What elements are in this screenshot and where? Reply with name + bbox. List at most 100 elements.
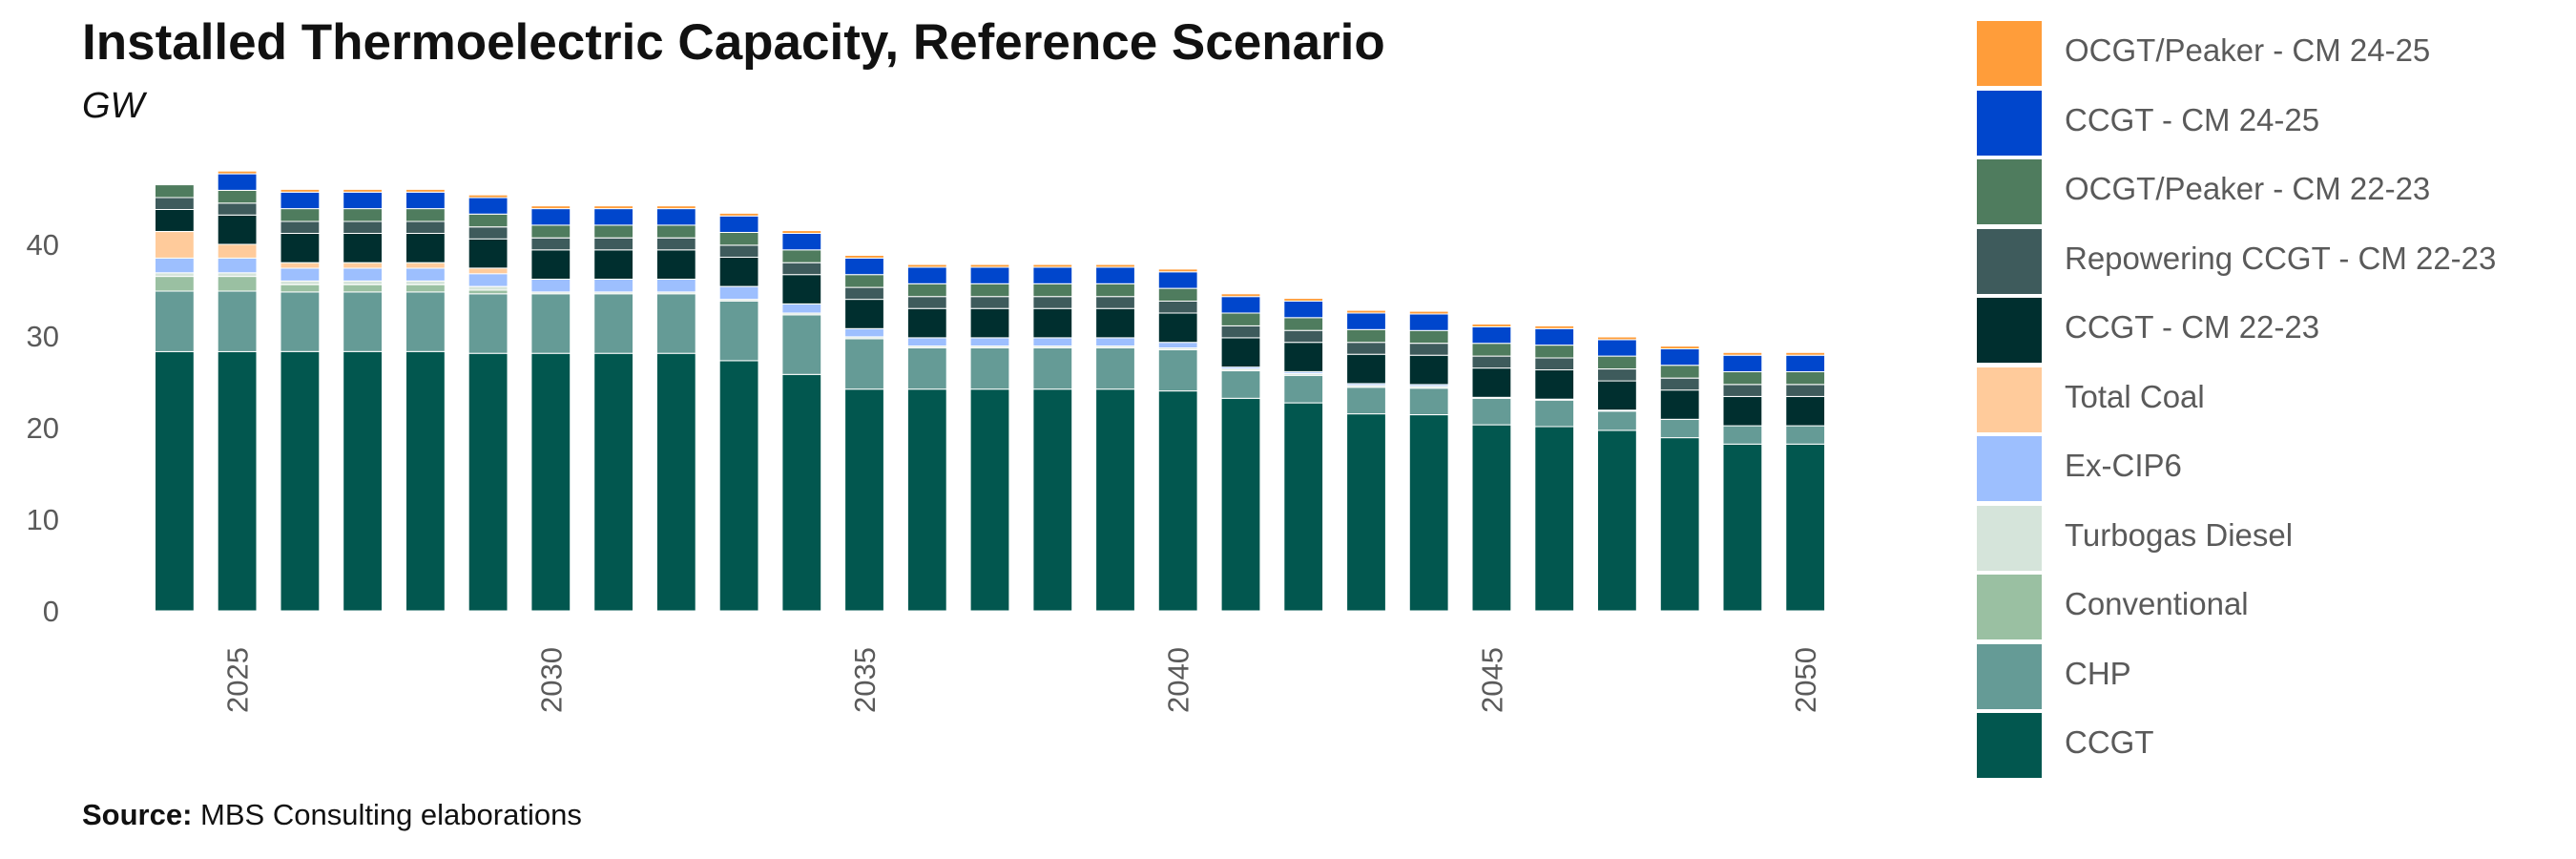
bar-segment (1157, 342, 1198, 349)
bar-segment (467, 352, 509, 612)
source-note: Source: MBS Consulting elaborations (82, 798, 582, 832)
bar-segment (718, 301, 759, 362)
bar-segment (405, 280, 446, 285)
bar-segment (1471, 397, 1512, 426)
bar-segment (1032, 283, 1073, 298)
bar-segment (1471, 343, 1512, 357)
bar-segment (343, 208, 384, 222)
bar-segment (1283, 301, 1324, 319)
y-tick-label: 30 (27, 320, 59, 353)
legend-item: Repowering CCGT - CM 22-23 (1977, 228, 2568, 294)
x-axis-ticks: 2025 2030 2035 2040 2045 2050 (221, 647, 1823, 713)
bar-segment (155, 257, 195, 274)
legend-item: Ex-CIP6 (1977, 436, 2568, 501)
bar-segment (280, 188, 321, 193)
bar-segment (1095, 266, 1135, 284)
bar-segment (1220, 293, 1261, 298)
y-tick-label: 20 (27, 411, 59, 445)
bar-segment (1722, 370, 1763, 386)
bar-segment (467, 267, 509, 275)
bar-segment (217, 170, 258, 175)
bar-segment (1032, 337, 1073, 346)
bar-segment (969, 337, 1010, 346)
bar-segment (1408, 354, 1449, 386)
bar-segment (1534, 426, 1575, 612)
bar-segment (1032, 388, 1073, 612)
bar-segment (217, 214, 258, 245)
bar-segment (530, 352, 571, 612)
bar-segment (217, 272, 258, 278)
bar-segment (906, 266, 947, 284)
bar-segment (467, 194, 509, 199)
x-tick-label: 2030 (534, 647, 568, 713)
legend-item: CCGT (1977, 713, 2568, 778)
bar-segment (1659, 437, 1700, 612)
bar-segment (844, 257, 884, 276)
chart-title: Installed Thermoelectric Capacity, Refer… (82, 14, 1385, 71)
bar-segment (467, 293, 509, 354)
bar-segment (906, 263, 947, 268)
bar-segment (1283, 374, 1324, 404)
bar-segment (1220, 370, 1261, 399)
bar-segment (1722, 443, 1763, 612)
bar-segment (1220, 337, 1261, 368)
bar-segment (718, 360, 759, 612)
bar-segment (405, 350, 446, 612)
bar-segment (467, 273, 509, 287)
legend-item: CCGT - CM 22-23 (1977, 298, 2568, 363)
bar-segment (718, 212, 759, 217)
bar-segment (1095, 296, 1135, 309)
bar-segment (1346, 342, 1386, 355)
bar-segment (1095, 347, 1135, 390)
legend-item: Conventional (1977, 575, 2568, 639)
bar-segment (1722, 351, 1763, 356)
bar-segment (1659, 346, 1700, 350)
bar-segment (1597, 368, 1637, 382)
bar-segment (1283, 342, 1324, 372)
bar-segment (969, 296, 1010, 309)
bar-segment (280, 350, 321, 612)
legend-swatch (1977, 643, 2042, 709)
bar-segment (781, 262, 822, 276)
bar-segment (655, 205, 696, 210)
bar-segment (280, 262, 321, 269)
bar-segment (1032, 266, 1073, 284)
bar-segment (280, 191, 321, 210)
bar-segment (1157, 390, 1198, 612)
bar-segment (781, 249, 822, 263)
bar-segment (655, 208, 696, 226)
bar-segment (1785, 425, 1826, 445)
bar-segment (405, 220, 446, 234)
bar-segment (343, 283, 384, 293)
bar-segment (969, 388, 1010, 612)
bar-segment (1785, 384, 1826, 397)
x-tick-label: 2040 (1162, 647, 1195, 713)
bar-segment (155, 209, 195, 232)
legend-item: OCGT/Peaker - CM 22-23 (1977, 159, 2568, 224)
bar-segment (1346, 353, 1386, 385)
bar-segment (906, 307, 947, 339)
legend-label: Total Coal (2065, 378, 2205, 414)
bar-segment (1597, 430, 1637, 612)
bar-segment (530, 237, 571, 251)
legend-swatch (1977, 21, 2042, 86)
bar-segment (530, 205, 571, 210)
bar-segment (1722, 395, 1763, 427)
bar-segment (1408, 414, 1449, 612)
bar-segment (844, 299, 884, 329)
bar-segment (1283, 329, 1324, 344)
bar-segment (467, 238, 509, 269)
bar-segment (1785, 443, 1826, 612)
bar-segment (1471, 355, 1512, 369)
bar-segment (781, 314, 822, 375)
bar-segment (280, 283, 321, 293)
bar-segment (655, 279, 696, 293)
bar-segment (217, 350, 258, 612)
bar-segment (1722, 425, 1763, 445)
bar-segment (467, 213, 509, 228)
bar-segment (1534, 399, 1575, 428)
legend-swatch (1977, 436, 2042, 501)
bar-segment (1471, 325, 1512, 345)
bar-segment (343, 280, 384, 285)
legend-label: Repowering CCGT - CM 22-23 (2065, 240, 2497, 276)
